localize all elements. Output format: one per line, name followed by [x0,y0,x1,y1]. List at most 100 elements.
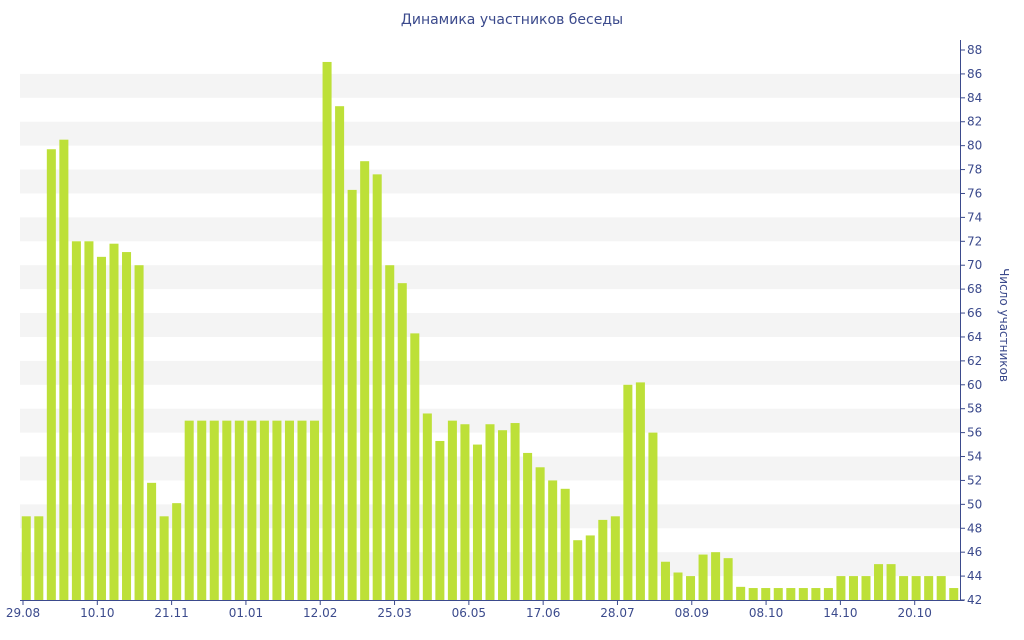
bar [535,467,545,600]
y-tick-label: 78 [967,163,982,177]
y-tick-label: 74 [967,210,982,224]
bar [172,503,182,600]
bar [134,265,144,600]
bar [811,588,821,600]
bar [397,283,407,600]
bar [560,488,570,600]
bar [711,552,721,600]
x-tick-label: 08.09 [675,606,709,620]
x-tick-label: 28.07 [600,606,634,620]
bars [21,61,959,601]
bar [924,576,934,600]
bar [773,588,783,600]
bar [472,444,482,600]
x-tick-label: 14.10 [823,606,857,620]
bar [748,588,758,600]
x-tick-label: 29.08 [6,606,40,620]
bar [259,420,269,600]
grid-band [20,73,960,98]
x-tick-label: 12.02 [303,606,337,620]
x-axis-ticks: 29.08 10.10 21.11 01.01 12.02 25.03 06.05 17.06… [6,600,932,620]
y-axis-ticks: 42 44 46 48 50 52 54 56 58 60 62 64 66 68 70 72 74 76 78 80… [960,43,982,607]
bar [836,576,846,600]
y-tick-label: 46 [967,545,982,559]
y-tick-label: 82 [967,115,982,129]
bar [347,189,357,601]
y-tick-label: 58 [967,402,982,416]
bar [886,564,896,600]
y-tick-label: 50 [967,497,982,511]
bar [360,161,370,600]
y-tick-label: 84 [967,91,982,105]
bar [59,139,69,600]
bar [899,576,909,600]
y-tick-label: 76 [967,186,982,200]
bar [698,554,708,600]
bar [234,420,244,600]
bar [523,452,533,600]
y-tick-label: 44 [967,569,982,583]
bar [673,572,683,600]
bar [936,576,946,600]
y-tick-label: 52 [967,473,982,487]
y-axis-label: Число участников [997,268,1011,382]
bar [197,420,207,600]
y-tick-label: 64 [967,330,982,344]
bar [410,333,420,600]
bar [46,149,56,600]
bar [447,420,457,600]
bar [310,420,320,600]
bar [84,241,94,600]
x-tick-label: 25.03 [377,606,411,620]
bar [660,561,670,600]
bar [736,586,746,600]
bar [861,576,871,600]
y-tick-label: 48 [967,521,982,535]
bar [385,265,395,600]
bar [911,576,921,600]
bar [874,564,884,600]
bar [422,413,432,600]
x-tick-label: 01.01 [229,606,263,620]
bar [610,516,620,600]
bar [372,174,382,600]
grid-band [20,313,960,337]
bar [648,432,658,600]
bar [21,516,31,600]
bar [949,588,959,600]
y-tick-label: 54 [967,450,982,464]
y-tick-label: 66 [967,306,982,320]
x-tick-label: 21.11 [154,606,188,620]
bar [623,384,633,600]
bar [686,576,696,600]
bar [510,423,520,600]
y-tick-label: 68 [967,282,982,296]
bar [147,482,157,600]
bar [435,440,445,600]
bar [297,420,307,600]
grid-band [20,360,960,385]
x-tick-label: 08.10 [749,606,783,620]
grid-band [20,217,960,242]
y-tick-label: 86 [967,67,982,81]
bar [798,588,808,600]
bar [598,519,608,600]
bar [159,516,169,600]
bar [548,480,558,600]
bar [573,540,583,600]
y-tick-label: 80 [967,139,982,153]
y-tick-label: 42 [967,593,982,607]
y-tick-label: 60 [967,378,982,392]
x-tick-label: 10.10 [80,606,114,620]
bar [284,420,294,600]
bar [723,558,733,600]
bar [485,424,495,600]
bar [122,252,132,600]
y-tick-label: 56 [967,426,982,440]
grid-band [20,169,960,194]
y-tick-label: 88 [967,43,982,57]
bar [460,424,470,600]
bar [247,420,257,600]
x-tick-label: 17.06 [526,606,560,620]
grid-band [20,121,960,146]
